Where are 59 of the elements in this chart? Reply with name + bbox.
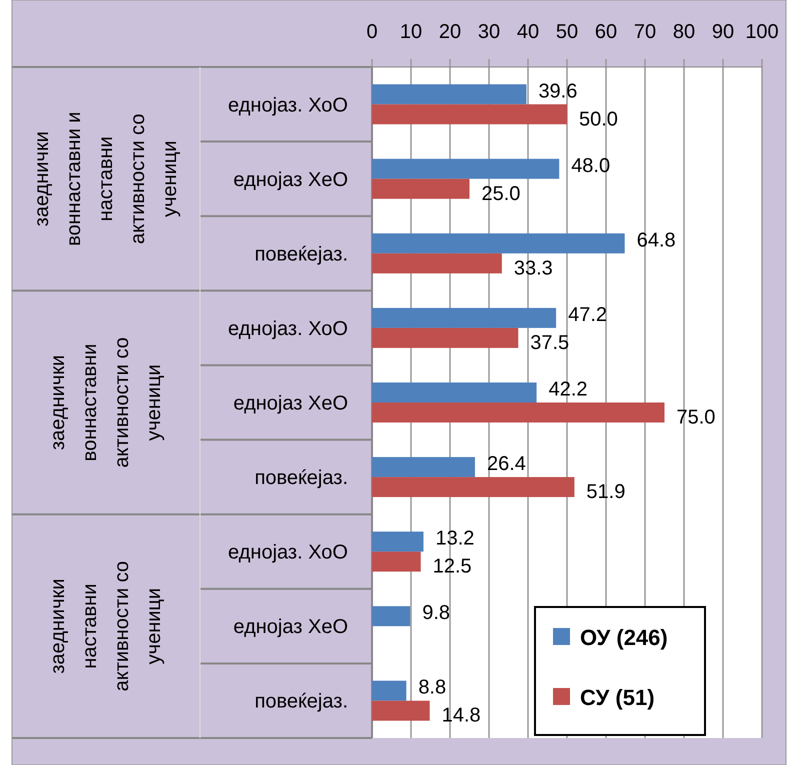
bar (372, 84, 526, 104)
text: заеднички наставни активности со ученици (47, 560, 165, 692)
y-tick-label: повеќејаз. (254, 467, 348, 490)
data-label: 42.2 (548, 378, 588, 400)
bar (372, 680, 406, 701)
y-tick-label: повеќејаз. (254, 243, 348, 266)
bar (372, 308, 556, 328)
data-label: 37.5 (530, 332, 570, 354)
data-label: 48.0 (571, 154, 610, 177)
y-tick-label: еднојаз ХеО (233, 616, 348, 638)
bar (372, 532, 424, 552)
legend-label: СУ (51) (580, 685, 655, 710)
x-tick-label: 90 (712, 21, 734, 43)
data-label: 51.9 (586, 481, 626, 504)
x-tick-label: 80 (672, 21, 696, 43)
bar (372, 382, 537, 402)
bar (372, 457, 475, 478)
data-label: 47.2 (568, 304, 608, 326)
bar (372, 233, 625, 254)
x-tick-label: 100 (745, 21, 779, 43)
bar (372, 700, 430, 721)
x-tick-label: 10 (400, 21, 422, 43)
data-label: 14.8 (442, 704, 481, 727)
y-tick-label: повеќејаз. (254, 690, 348, 713)
bar (372, 158, 560, 179)
data-label: 75.0 (676, 406, 716, 428)
bar (372, 178, 470, 199)
legend-label: ОУ (246) (580, 625, 668, 650)
bar (372, 402, 664, 422)
data-label: 8.8 (418, 676, 446, 699)
data-label: 33.3 (514, 257, 553, 280)
x-tick-label: 50 (556, 21, 578, 43)
data-label: 25.0 (482, 182, 520, 205)
y-tick-label: еднојаз. ХоО (228, 94, 348, 116)
y-tick-label: еднојаз. ХоО (228, 318, 348, 340)
y-tick-label: еднојаз. ХоО (228, 542, 348, 564)
x-tick-label: 30 (478, 21, 500, 43)
x-tick-label: 70 (634, 21, 656, 43)
data-label: 39.6 (538, 80, 578, 102)
bar (372, 104, 567, 124)
x-tick-label: 60 (594, 21, 618, 43)
y-tick-label: еднојаз ХеО (233, 168, 348, 191)
y-tick-label: еднојаз ХеО (233, 392, 348, 414)
data-label: 50.0 (579, 108, 618, 130)
data-label: 64.8 (636, 229, 676, 252)
text: заеднички воннаставни активности со ученици (47, 337, 165, 468)
x-tick-label: 20 (438, 21, 462, 43)
bar (372, 552, 421, 572)
x-tick-label: 40 (516, 21, 540, 43)
data-label: 13.2 (435, 528, 474, 550)
x-tick-label: 0 (366, 21, 378, 43)
bar (372, 477, 574, 498)
data-label: 26.4 (486, 453, 526, 476)
bar (372, 606, 410, 626)
text: заеднички воннаставни и наставни активности со ученици (31, 112, 181, 246)
data-label: 12.5 (432, 556, 472, 578)
data-label: 9.8 (422, 602, 450, 624)
bar (372, 328, 518, 348)
bar (372, 253, 502, 274)
